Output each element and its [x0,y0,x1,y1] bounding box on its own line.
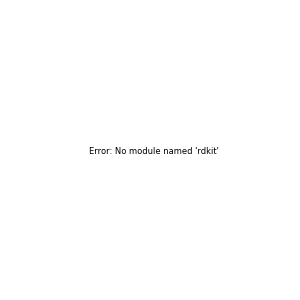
Text: Error: No module named 'rdkit': Error: No module named 'rdkit' [89,147,219,156]
